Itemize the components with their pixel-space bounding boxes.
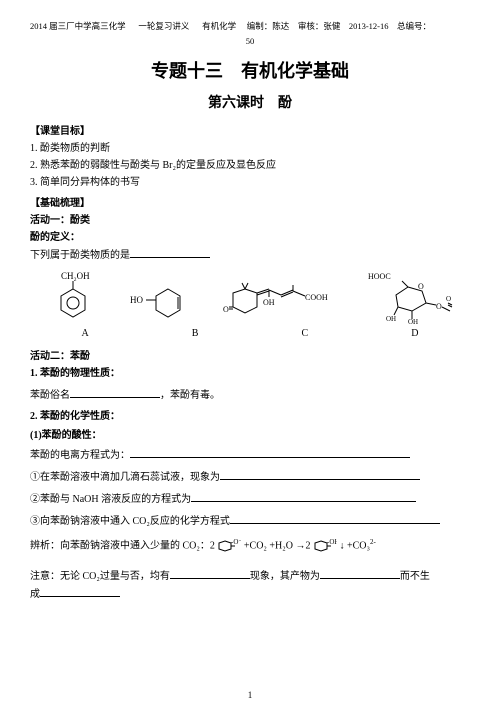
label-c: C bbox=[302, 326, 309, 341]
goal-2: 2. 熟悉苯酚的弱酸性与酚类与 Br₂的定量反应及显色反应 bbox=[30, 158, 470, 173]
structure-d: HOOC O OH OH O O bbox=[368, 269, 458, 324]
goal-1: 1. 酚类物质的判断 bbox=[30, 141, 470, 156]
blank-note2 bbox=[320, 568, 400, 579]
goal-3: 3. 简单同分异构体的书写 bbox=[30, 175, 470, 190]
svg-text:HO: HO bbox=[130, 295, 143, 305]
doc-header: 2014 届三厂中学高三化学 一轮复习讲义 有机化学 编制：陈达 审核：张健 2… bbox=[30, 20, 470, 33]
note-line: 注意：无论 CO₂过量与否，均有 现象，其产物为 而不生 bbox=[30, 568, 470, 584]
svg-text:OH: OH bbox=[263, 298, 275, 307]
activity-1: 活动一：酚类 bbox=[30, 213, 470, 228]
phenol-definition-label: 酚的定义： bbox=[30, 230, 470, 245]
svg-text:HOOC: HOOC bbox=[368, 272, 391, 281]
note-line2-text: 成 bbox=[30, 589, 40, 600]
doc-header-num: 50 bbox=[30, 35, 470, 48]
structure-labels: A B C D bbox=[30, 326, 470, 341]
acidity-heading: (1)苯酚的酸性： bbox=[30, 428, 470, 443]
svg-text:OH: OH bbox=[408, 318, 418, 324]
anal-mid1: +CO₂ +H₂O →2 bbox=[244, 540, 311, 551]
belong-text: 下列属于酚类物质的是 bbox=[30, 250, 130, 261]
blank-belong bbox=[130, 247, 210, 258]
label-d: D bbox=[411, 326, 418, 341]
blank-note3 bbox=[40, 586, 120, 597]
phenoxide-icon: -O⁻ bbox=[217, 538, 241, 554]
svg-text:O: O bbox=[446, 295, 451, 303]
structure-a: CH₂OH bbox=[43, 269, 103, 324]
q1-line: ①在苯酚溶液中滴加几滴石蕊试液，现象为 bbox=[30, 469, 470, 485]
hdr-school: 2014 届三厂中学高三化学 bbox=[30, 21, 126, 31]
anal-pre: 辨析：向苯酚钠溶液中通入少量的 CO₂：2 bbox=[30, 540, 215, 551]
svg-text:OH: OH bbox=[386, 315, 396, 323]
structure-c: O OH COOH bbox=[223, 269, 343, 324]
svg-text:O: O bbox=[418, 282, 424, 291]
belong-question: 下列属于酚类物质的是 bbox=[30, 247, 470, 263]
anal-mid2: ↓ +CO₃ bbox=[339, 540, 370, 551]
q3-line: ③向苯酚钠溶液中通入 CO₂反应的化学方程式 bbox=[30, 513, 470, 529]
svg-text:-O⁻: -O⁻ bbox=[231, 538, 241, 546]
label-a: A bbox=[82, 326, 89, 341]
hdr-author: 编制：陈达 bbox=[247, 21, 290, 31]
phys-prop-heading: 1. 苯酚的物理性质： bbox=[30, 366, 470, 381]
svg-text:CH₂OH: CH₂OH bbox=[61, 271, 90, 281]
q2-line: ②苯酚与 NaOH 溶液反应的方程式为 bbox=[30, 491, 470, 507]
nickname-label: 苯酚俗名 bbox=[30, 390, 70, 401]
phenol-icon: -OH bbox=[313, 538, 337, 554]
sub-title: 第六课时 酚 bbox=[30, 93, 470, 114]
hdr-seq: 总编号： bbox=[397, 21, 431, 31]
note-line2: 成 bbox=[30, 586, 470, 602]
goal-heading: 【课堂目标】 bbox=[30, 124, 470, 139]
structure-b: HO bbox=[128, 269, 198, 324]
chem-prop-heading: 2. 苯酚的化学性质： bbox=[30, 409, 470, 424]
note-mid: 现象，其产物为 bbox=[250, 571, 320, 582]
ion-label: 苯酚的电离方程式为： bbox=[30, 450, 130, 461]
note-end: 而不生 bbox=[400, 571, 430, 582]
hdr-series: 一轮复习讲义 bbox=[138, 21, 189, 31]
hdr-date: 2013-12-16 bbox=[349, 21, 389, 31]
svg-text:O: O bbox=[436, 302, 442, 311]
activity-2: 活动二：苯酚 bbox=[30, 349, 470, 364]
blank-q3 bbox=[230, 513, 440, 524]
blank-q2 bbox=[191, 491, 416, 502]
svg-text:-OH: -OH bbox=[327, 538, 337, 546]
blank-ion bbox=[130, 447, 410, 458]
nickname-line: 苯酚俗名 ，苯酚有毒。 bbox=[30, 387, 470, 403]
toxic-text: ，苯酚有毒。 bbox=[160, 390, 220, 401]
ionization-line: 苯酚的电离方程式为： bbox=[30, 447, 470, 463]
q1-text: ①在苯酚溶液中滴加几滴石蕊试液，现象为 bbox=[30, 472, 220, 483]
label-b: B bbox=[192, 326, 199, 341]
hdr-subject: 有机化学 bbox=[202, 21, 236, 31]
main-title: 专题十三 有机化学基础 bbox=[30, 58, 470, 85]
svg-text:O: O bbox=[223, 305, 229, 314]
page-number: 1 bbox=[0, 690, 500, 700]
blank-nickname bbox=[70, 387, 160, 398]
structure-row: CH₂OH HO O OH bbox=[30, 269, 470, 324]
q2-text: ②苯酚与 NaOH 溶液反应的方程式为 bbox=[30, 494, 191, 505]
analysis-line: 辨析：向苯酚钠溶液中通入少量的 CO₂：2 -O⁻ +CO₂ +H₂O →2 -… bbox=[30, 537, 470, 554]
blank-note1 bbox=[170, 568, 250, 579]
base-heading: 【基础梳理】 bbox=[30, 196, 470, 211]
svg-text:COOH: COOH bbox=[305, 293, 328, 302]
note-pre: 注意：无论 CO₂过量与否，均有 bbox=[30, 571, 170, 582]
q3-text: ③向苯酚钠溶液中通入 CO₂反应的化学方程式 bbox=[30, 516, 230, 527]
blank-q1 bbox=[220, 469, 420, 480]
hdr-reviewer: 审核：张健 bbox=[298, 21, 341, 31]
